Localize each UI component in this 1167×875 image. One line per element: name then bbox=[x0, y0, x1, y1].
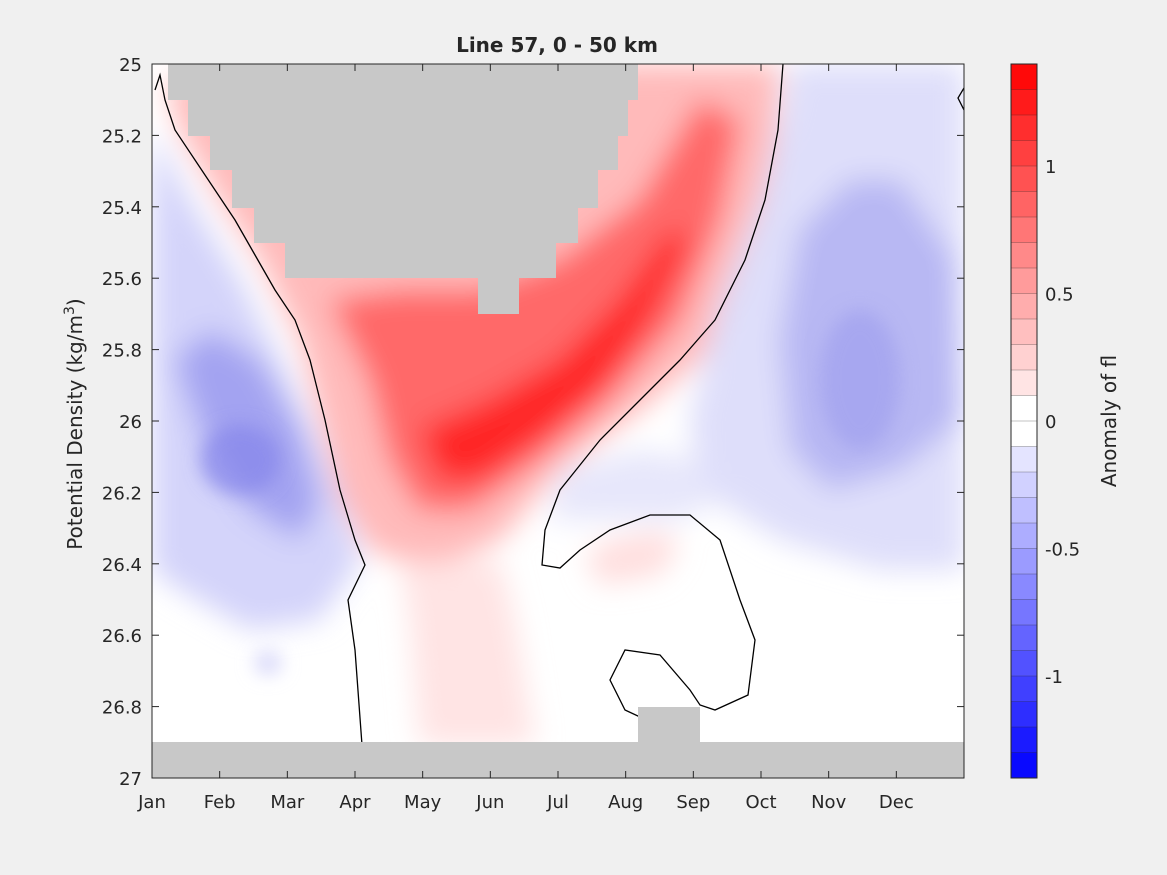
y-tick-label: 26 bbox=[119, 412, 142, 433]
y-tick-label: 25 bbox=[119, 55, 142, 76]
x-tick-label: Aug bbox=[608, 792, 643, 813]
weak-positive-patch bbox=[585, 530, 680, 585]
y-tick-label: 25.4 bbox=[102, 198, 142, 219]
colorbar-level bbox=[1011, 599, 1037, 626]
colorbar-label: Anomaly of fl bbox=[1097, 355, 1121, 487]
negative-blob-left bbox=[200, 425, 280, 495]
anomaly-field bbox=[152, 64, 964, 778]
x-tick-label: Feb bbox=[204, 792, 236, 813]
colorbar-level bbox=[1011, 523, 1037, 549]
negative-blob-small bbox=[254, 651, 282, 675]
colorbar-level bbox=[1011, 319, 1037, 345]
y-tick-label: 26.6 bbox=[102, 626, 142, 647]
colorbar-level bbox=[1011, 446, 1037, 473]
y-tick-label: 27 bbox=[119, 769, 142, 790]
y-tick-label: 26.4 bbox=[102, 555, 142, 576]
y-tick-label: 26.2 bbox=[102, 483, 142, 504]
y-axis-label-close: ) bbox=[63, 298, 87, 306]
zero-contour-right bbox=[541, 64, 784, 746]
weak-positive-tail bbox=[400, 560, 535, 745]
colorbar-level bbox=[1011, 395, 1037, 422]
colorbar-level bbox=[1011, 752, 1037, 779]
colorbar-level bbox=[1011, 625, 1037, 651]
colorbar-level bbox=[1011, 344, 1037, 371]
colorbar-level bbox=[1011, 140, 1037, 167]
y-tick-label: 25.2 bbox=[102, 126, 142, 147]
colorbar-level bbox=[1011, 650, 1037, 677]
colorbar-level bbox=[1011, 676, 1037, 702]
colorbar-level bbox=[1011, 421, 1037, 447]
x-axis: Jan Feb Mar Apr May Jun Jul Aug Sep Oct Nov Dec bbox=[137, 64, 914, 813]
x-tick-label: Oct bbox=[745, 792, 776, 813]
colorbar-tick-label: -0.5 bbox=[1045, 540, 1080, 561]
y-axis-label: Potential Density (kg/m3) bbox=[62, 298, 87, 549]
y-tick-label: 25.8 bbox=[102, 341, 142, 362]
colorbar-level bbox=[1011, 548, 1037, 575]
missing-data-top bbox=[165, 64, 638, 314]
colorbar-level bbox=[1011, 293, 1037, 320]
x-tick-label: Dec bbox=[879, 792, 914, 813]
colorbar-level bbox=[1011, 727, 1037, 753]
colorbar-level bbox=[1011, 472, 1037, 498]
x-tick-label: Sep bbox=[676, 792, 710, 813]
colorbar-level bbox=[1011, 217, 1037, 243]
x-tick-label: May bbox=[404, 792, 442, 813]
negative-anomaly-lower bbox=[550, 450, 720, 520]
x-tick-label: Jan bbox=[137, 792, 166, 813]
negative-blob-right bbox=[820, 310, 900, 450]
colorbar-level bbox=[1011, 574, 1037, 600]
colorbar-tick-label: 0 bbox=[1045, 412, 1056, 433]
x-tick-label: Nov bbox=[811, 792, 846, 813]
colorbar-tick-label: -1 bbox=[1045, 667, 1063, 688]
colorbar-tick-label: 1 bbox=[1045, 157, 1056, 178]
chart-title: Line 57, 0 - 50 km bbox=[456, 33, 658, 57]
colorbar-level bbox=[1011, 166, 1037, 192]
x-tick-label: Apr bbox=[339, 792, 371, 813]
colorbar-frame bbox=[1010, 63, 1038, 779]
colorbar-tick-label: 0.5 bbox=[1045, 285, 1074, 306]
y-tick-label: 26.8 bbox=[102, 698, 142, 719]
colorbar: 1 0.5 0 -0.5 -1 bbox=[1010, 63, 1080, 779]
colorbar-level bbox=[1011, 242, 1037, 269]
positive-anomaly-core bbox=[330, 100, 740, 510]
colorbar-level bbox=[1011, 64, 1037, 90]
colorbar-level bbox=[1011, 370, 1037, 396]
y-axis-label-superscript: 3 bbox=[62, 306, 78, 315]
zero-contour-edge bbox=[957, 87, 964, 111]
zero-contour-left bbox=[154, 72, 366, 746]
colorbar-level bbox=[1011, 89, 1037, 116]
colorbar-level bbox=[1011, 701, 1037, 728]
y-axis: 25 25.2 25.4 25.6 25.8 26 26.2 26.4 26.6 26.8 27 bbox=[102, 55, 964, 790]
x-tick-label: Jun bbox=[475, 792, 504, 813]
y-axis-label-main: Potential Density (kg/m bbox=[63, 315, 87, 550]
colorbar-level bbox=[1011, 268, 1037, 294]
missing-data-notch bbox=[638, 707, 700, 743]
x-tick-label: Mar bbox=[270, 792, 305, 813]
colorbar-level bbox=[1011, 191, 1037, 218]
x-tick-label: Jul bbox=[546, 792, 569, 813]
colorbar-level bbox=[1011, 115, 1037, 141]
y-tick-label: 25.6 bbox=[102, 269, 142, 290]
positive-anomaly-peak bbox=[420, 230, 690, 480]
colorbar-level bbox=[1011, 497, 1037, 524]
